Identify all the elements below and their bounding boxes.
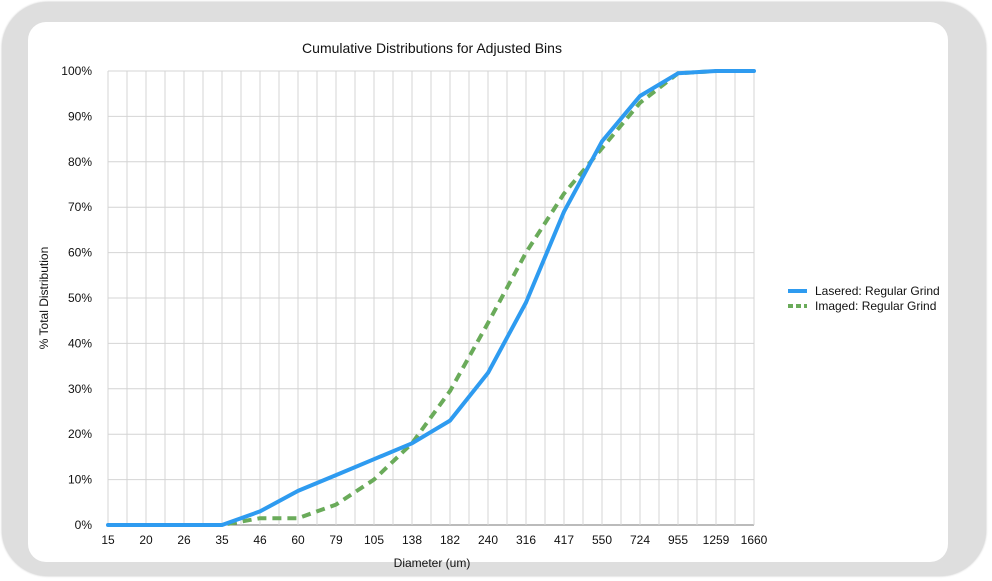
y-tick-label: 30% <box>68 382 92 396</box>
y-tick-label: 60% <box>68 246 92 260</box>
x-tick-label: 105 <box>364 533 384 547</box>
x-tick-label: 20 <box>139 533 153 547</box>
x-tick-label: 26 <box>177 533 191 547</box>
y-tick-label: 70% <box>68 200 92 214</box>
y-axis-label: % Total Distribution <box>37 247 51 350</box>
x-axis-ticks: 15 20 26 35 46 60 79 105 138 182 240 316 417 550 724 95… <box>101 533 767 547</box>
y-tick-label: 20% <box>68 427 92 441</box>
y-tick-label: 100% <box>61 64 92 78</box>
x-tick-label: 138 <box>402 533 422 547</box>
legend-label: Imaged: Regular Grind <box>815 299 936 313</box>
x-axis-label: Diameter (um) <box>394 556 471 570</box>
series-lines <box>106 69 756 527</box>
x-tick-label: 1259 <box>703 533 730 547</box>
x-tick-label: 60 <box>291 533 305 547</box>
y-tick-label: 90% <box>68 109 92 123</box>
y-tick-label: 50% <box>68 291 92 305</box>
x-tick-label: 79 <box>329 533 343 547</box>
x-tick-label: 15 <box>101 533 115 547</box>
x-tick-label: 46 <box>253 533 267 547</box>
x-tick-label: 1660 <box>741 533 768 547</box>
y-tick-label: 0% <box>75 518 93 532</box>
y-axis-ticks: 0% 10% 20% 30% 40% 50% 60% 70% 80% 90% 100% <box>61 64 92 532</box>
legend-label: Lasered: Regular Grind <box>815 284 940 298</box>
x-tick-label: 417 <box>554 533 574 547</box>
x-tick-label: 316 <box>516 533 536 547</box>
y-tick-label: 40% <box>68 336 92 350</box>
y-tick-label: 80% <box>68 155 92 169</box>
series-line-lasered <box>106 69 756 527</box>
x-tick-label: 35 <box>215 533 229 547</box>
y-tick-label: 10% <box>68 473 92 487</box>
x-tick-label: 955 <box>668 533 688 547</box>
x-tick-label: 550 <box>592 533 612 547</box>
x-tick-label: 724 <box>630 533 650 547</box>
x-tick-label: 240 <box>478 533 498 547</box>
chart-title: Cumulative Distributions for Adjusted Bi… <box>302 40 562 56</box>
grid <box>107 70 755 526</box>
x-tick-label: 182 <box>440 533 460 547</box>
